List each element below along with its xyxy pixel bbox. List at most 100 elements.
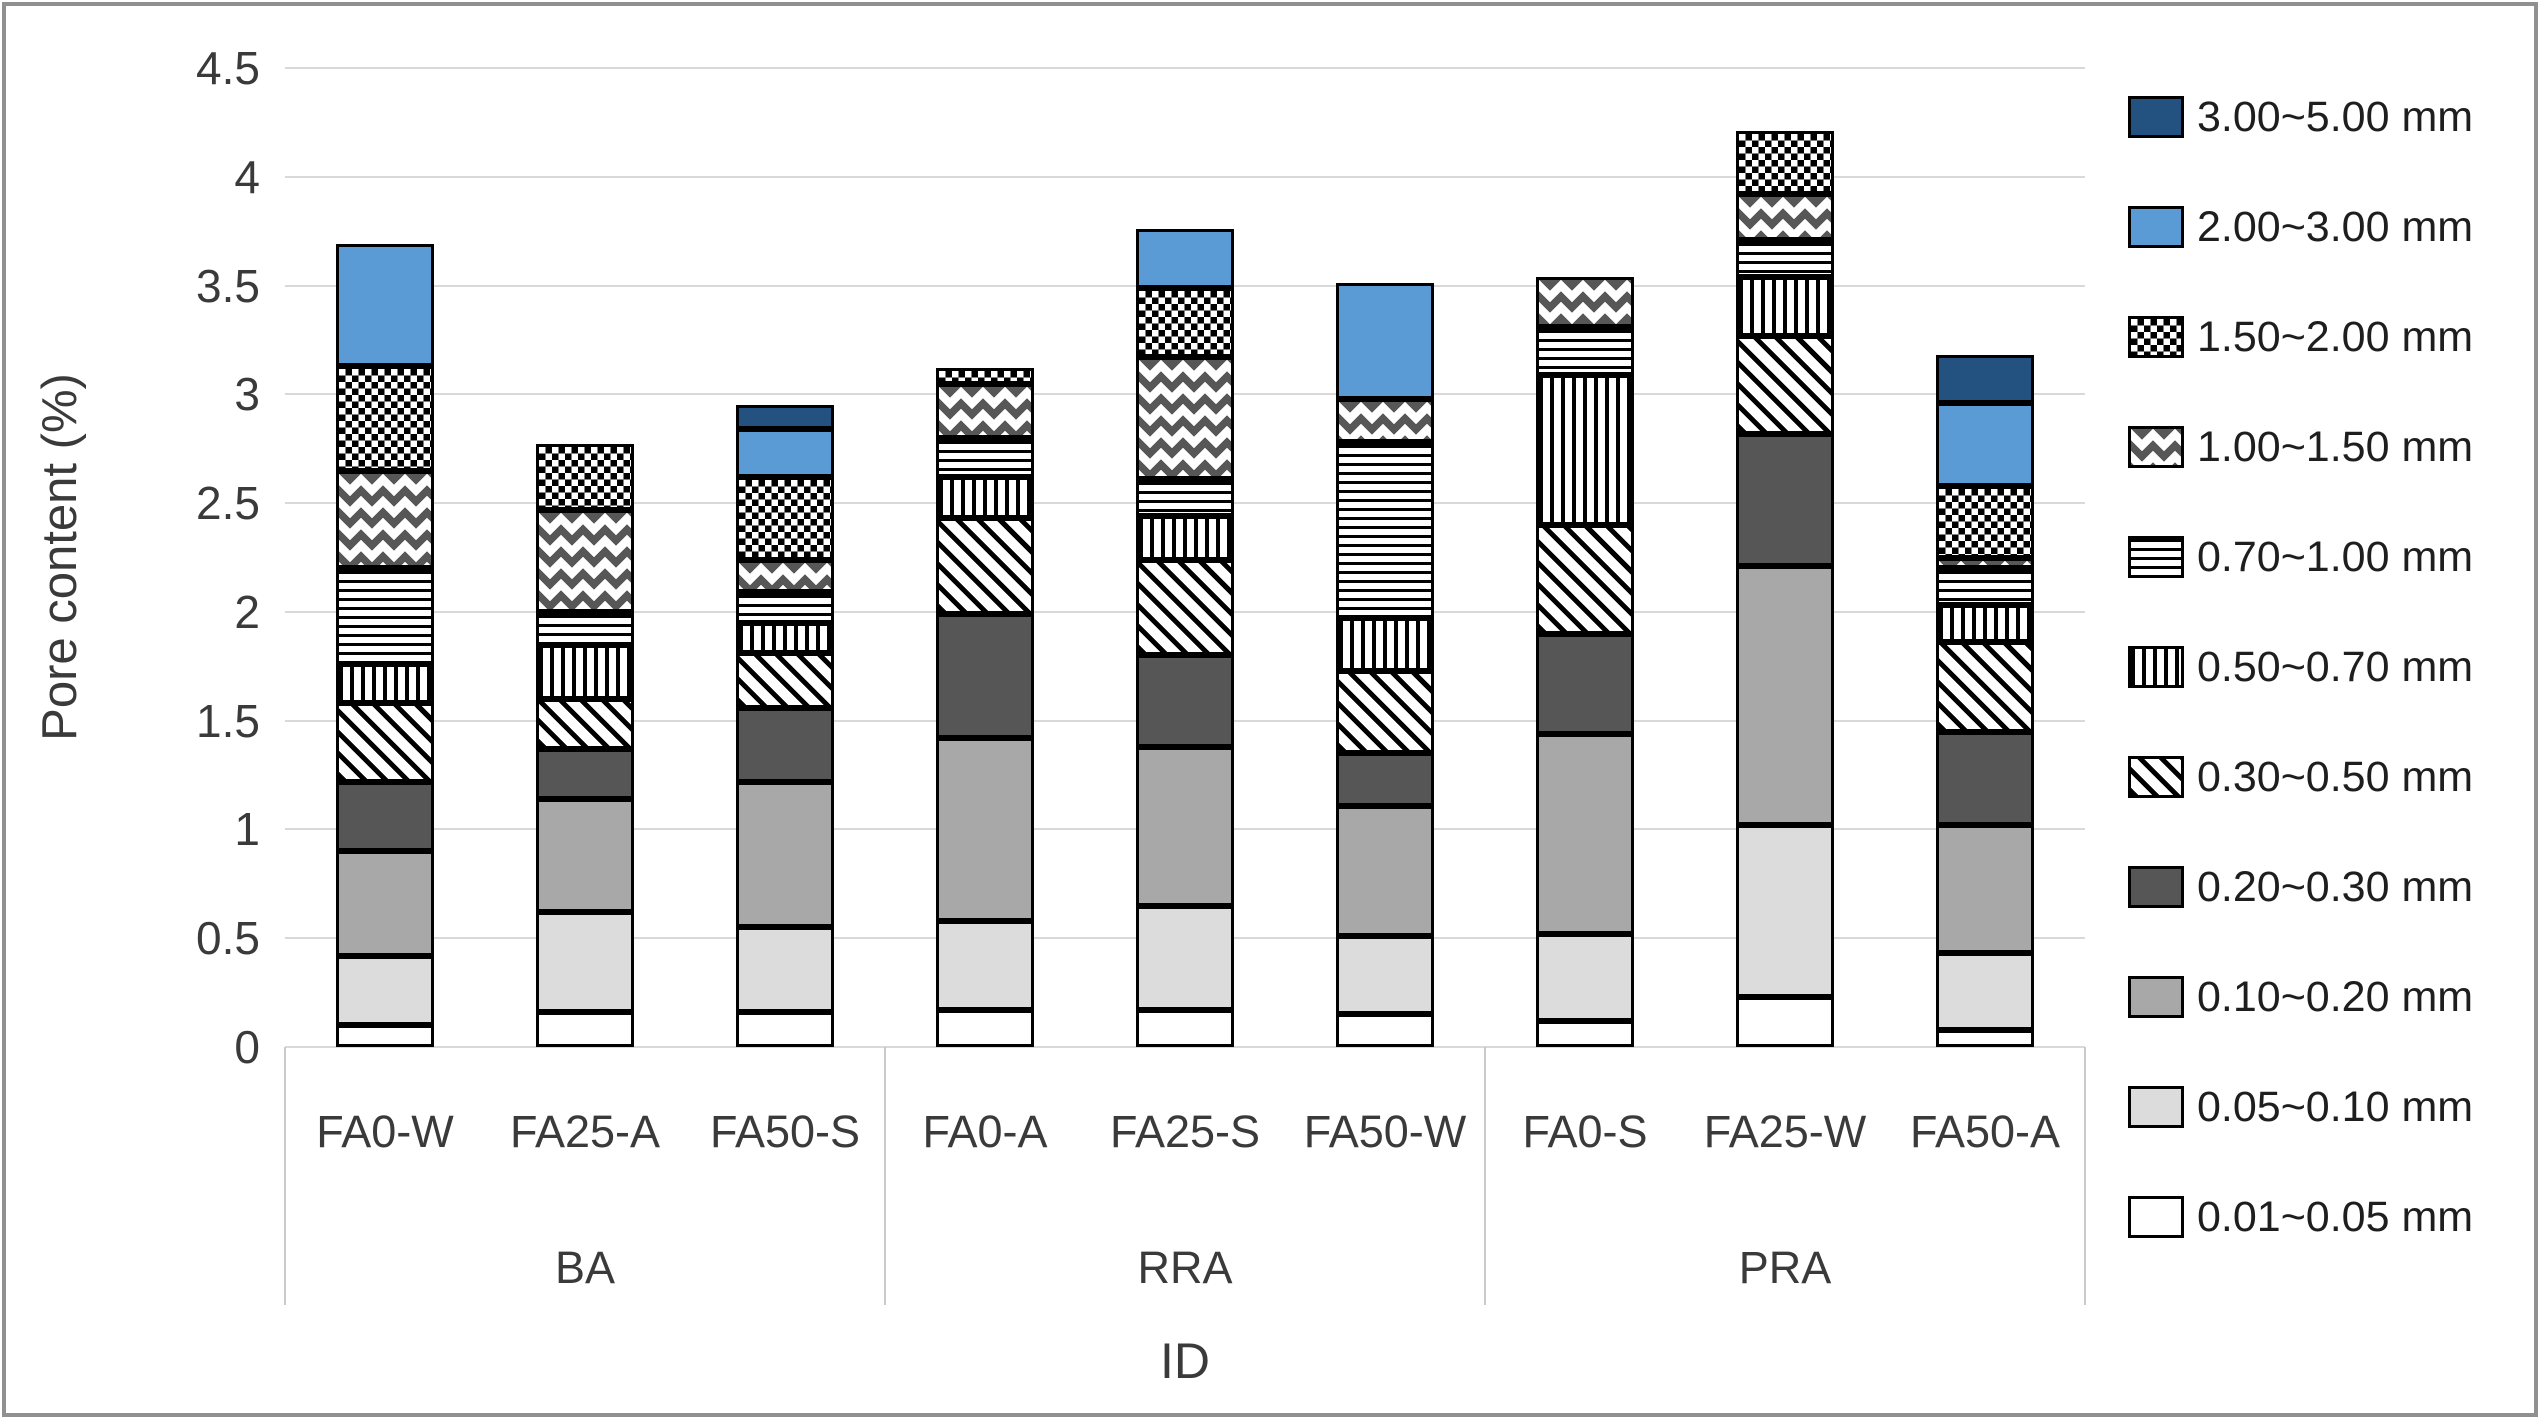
- legend-label: 0.05~0.10 mm: [2197, 1082, 2474, 1131]
- legend-swatch: [2128, 536, 2184, 578]
- bar-segment: [1336, 1014, 1434, 1047]
- bar-segment: [736, 653, 834, 708]
- bar-segment: [1936, 731, 2034, 826]
- bar-segment: [1336, 618, 1434, 671]
- bar: [1336, 283, 1434, 1047]
- legend-swatch: [2128, 96, 2184, 138]
- bar-segment: [1336, 442, 1434, 619]
- gridline: [285, 1046, 2085, 1048]
- bar: [736, 405, 834, 1047]
- bar: [936, 368, 1034, 1047]
- bar-segment: [1936, 557, 2034, 569]
- legend-item: 0.05~0.10 mm: [2128, 1052, 2473, 1162]
- bar-segment: [536, 1012, 634, 1047]
- bar-segment: [1136, 1010, 1234, 1047]
- legend-swatch: [2128, 1196, 2184, 1238]
- bar-segment: [1336, 805, 1434, 937]
- legend-swatch: [2128, 866, 2184, 908]
- bar-segment: [936, 383, 1034, 438]
- bar-segment: [536, 444, 634, 510]
- bar: [1136, 229, 1234, 1047]
- bar-segment: [1136, 559, 1234, 656]
- bar-segment: [1736, 276, 1834, 336]
- bar-segment: [1136, 905, 1234, 1011]
- x-category-label: FA25-S: [1109, 1106, 1261, 1157]
- bar-segment: [736, 622, 834, 654]
- bar-segment: [536, 644, 634, 699]
- bar-segment: [1936, 355, 2034, 404]
- y-tick-label: 4: [234, 150, 260, 203]
- bar-segment: [1736, 566, 1834, 826]
- bar-segment: [536, 748, 634, 800]
- bar-segment: [736, 781, 834, 928]
- category-separator: [284, 1047, 286, 1305]
- x-category-label: FA50-S: [709, 1106, 861, 1157]
- y-tick-label: 3: [234, 368, 260, 421]
- bar: [1536, 276, 1634, 1047]
- bar-segment: [936, 518, 1034, 615]
- bar-segment: [1536, 374, 1634, 525]
- legend-label: 1.00~1.50 mm: [2197, 422, 2474, 471]
- legend-swatch: [2128, 976, 2184, 1018]
- bar-segment: [1736, 433, 1834, 567]
- y-axis-title: Pore content (%): [33, 373, 87, 741]
- bar-segment: [1136, 229, 1234, 288]
- legend-label: 0.30~0.50 mm: [2197, 752, 2474, 801]
- legend-item: 1.00~1.50 mm: [2128, 392, 2473, 502]
- bar-segment: [336, 955, 434, 1026]
- bar-segment: [1336, 936, 1434, 1015]
- legend-label: 0.20~0.30 mm: [2197, 862, 2474, 911]
- gridline: [285, 175, 2085, 178]
- bar-segment: [736, 429, 834, 478]
- legend-item: 1.50~2.00 mm: [2128, 282, 2473, 392]
- bar-segment: [536, 611, 634, 645]
- legend-item: 0.01~0.05 mm: [2128, 1162, 2473, 1272]
- legend-item: 0.70~1.00 mm: [2128, 502, 2473, 612]
- legend-item: 0.50~0.70 mm: [2128, 612, 2473, 722]
- bar-segment: [1136, 655, 1234, 747]
- bar-segment: [936, 614, 1034, 739]
- y-tick-label: 4.5: [196, 42, 260, 94]
- bar-segment: [736, 707, 834, 782]
- bar-segment: [736, 592, 834, 623]
- bar-segment: [1536, 1020, 1634, 1047]
- bar-segment: [1936, 403, 2034, 486]
- legend-label: 0.70~1.00 mm: [2197, 532, 2474, 581]
- bar-segment: [736, 559, 834, 593]
- bar-segment: [1136, 516, 1234, 560]
- x-group-label: RRA: [1137, 1242, 1233, 1293]
- bar-segment: [1936, 825, 2034, 954]
- y-tick-label: 2: [234, 585, 260, 638]
- category-separator: [1484, 1047, 1486, 1305]
- bar: [536, 444, 634, 1047]
- legend-item: 3.00~5.00 mm: [2128, 62, 2473, 172]
- bar-segment: [336, 781, 434, 852]
- bar: [1936, 355, 2034, 1047]
- legend-label: 3.00~5.00 mm: [2197, 92, 2474, 141]
- bar-segment: [1536, 633, 1634, 734]
- bar-segment: [736, 405, 834, 430]
- legend-swatch: [2128, 756, 2184, 798]
- gridline: [285, 67, 2085, 69]
- bar-segment: [1736, 194, 1834, 240]
- y-tick-label: 1: [234, 803, 260, 856]
- y-tick-label: 0: [234, 1021, 260, 1073]
- bar-segment: [336, 568, 434, 665]
- x-category-label: FA25-W: [1703, 1106, 1867, 1157]
- legend-swatch: [2128, 206, 2184, 248]
- bar-segment: [1736, 996, 1834, 1047]
- x-group-label: PRA: [1738, 1242, 1832, 1293]
- bar-segment: [1736, 335, 1834, 434]
- plot-area: [285, 67, 2085, 1048]
- bar-segment: [336, 851, 434, 956]
- bar-segment: [336, 1025, 434, 1047]
- bar-segment: [736, 1012, 834, 1047]
- x-group-label: BA: [554, 1242, 616, 1293]
- bar-segment: [936, 368, 1034, 384]
- bar-segment: [936, 920, 1034, 1011]
- bar-segment: [1736, 239, 1834, 277]
- legend-label: 2.00~3.00 mm: [2197, 202, 2474, 251]
- bar-segment: [536, 509, 634, 612]
- category-separator: [884, 1047, 886, 1305]
- bar-segment: [336, 703, 434, 782]
